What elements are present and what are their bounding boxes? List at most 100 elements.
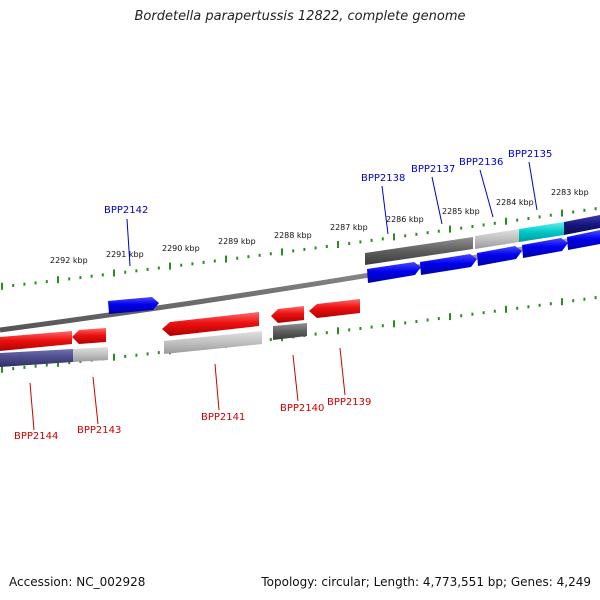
minor-tick: [381, 237, 384, 241]
minor-tick: [370, 325, 373, 329]
minor-tick: [325, 331, 328, 335]
gene-label-bpp2140[interactable]: BPP2140: [280, 403, 324, 414]
reverse-gene-arrow[interactable]: [162, 312, 259, 336]
minor-tick: [79, 276, 82, 280]
gene-label-bpp2142[interactable]: BPP2142: [104, 205, 148, 216]
minor-tick: [135, 269, 138, 273]
minor-tick: [45, 363, 48, 367]
minor-tick: [482, 311, 485, 315]
minor-tick: [236, 256, 239, 260]
minor-tick: [325, 245, 328, 248]
major-tick: [113, 269, 115, 277]
gene-feature[interactable]: [519, 222, 564, 242]
gene-label-bpp2137[interactable]: BPP2137: [411, 164, 455, 175]
minor-tick: [269, 252, 272, 256]
gene-label-bpp2136[interactable]: BPP2136: [459, 157, 503, 168]
forward-gene-arrow[interactable]: [477, 246, 522, 266]
gene-label-bpp2139[interactable]: BPP2139: [327, 397, 371, 408]
minor-tick: [493, 221, 496, 225]
forward-gene-arrow[interactable]: [567, 230, 600, 250]
minor-tick: [303, 247, 306, 251]
minor-tick: [527, 305, 530, 309]
reverse-gene-arrow[interactable]: [72, 328, 106, 344]
minor-tick: [146, 267, 149, 271]
minor-tick: [202, 260, 205, 264]
major-tick: [337, 327, 339, 335]
minor-tick: [180, 263, 183, 267]
minor-tick: [594, 207, 597, 211]
forward-gene-labels: BPP2142 BPP2138 BPP2137 BPP2136 BPP2135: [104, 149, 552, 216]
kbp-label: 2290 kbp: [162, 244, 200, 253]
reverse-gene-track: [0, 299, 360, 351]
kbp-label: 2289 kbp: [218, 237, 256, 246]
minor-tick: [583, 208, 586, 212]
minor-tick: [12, 367, 15, 371]
kbp-label: 2292 kbp: [50, 256, 88, 265]
gene-feature[interactable]: [564, 215, 600, 235]
major-tick: [561, 298, 563, 306]
reverse-gene-labels: BPP2144 BPP2143 BPP2141 BPP2140 BPP2139: [14, 397, 371, 442]
minor-tick: [583, 297, 586, 301]
forward-gene-arrow[interactable]: [367, 262, 421, 283]
minor-tick: [146, 352, 149, 356]
minor-tick: [247, 255, 250, 259]
minor-tick: [381, 324, 384, 328]
minor-tick: [213, 259, 216, 263]
minor-tick: [348, 242, 351, 245]
reverse-gene-arrow[interactable]: [0, 331, 72, 351]
minor-tick: [493, 309, 496, 313]
minor-tick: [45, 280, 48, 284]
gene-label-bpp2135[interactable]: BPP2135: [508, 149, 552, 160]
major-tick: [449, 225, 451, 233]
kbp-scale-labels: 2292 kbp 2291 kbp 2290 kbp 2289 kbp 2288…: [50, 188, 589, 265]
major-tick: [1, 365, 3, 373]
minor-tick: [34, 281, 37, 285]
minor-tick: [415, 232, 418, 236]
forward-gene-arrow[interactable]: [522, 238, 568, 258]
gene-label-bpp2141[interactable]: BPP2141: [201, 412, 245, 423]
minor-tick: [124, 354, 127, 358]
minor-tick: [269, 338, 272, 341]
major-tick: [505, 217, 507, 225]
gene-feature[interactable]: [273, 323, 307, 340]
forward-gene-arrow[interactable]: [420, 254, 477, 275]
minor-tick: [359, 240, 362, 244]
gene-label-bpp2143[interactable]: BPP2143: [77, 425, 121, 436]
minor-tick: [538, 215, 541, 219]
gene-label-bpp2144[interactable]: BPP2144: [14, 431, 58, 442]
kbp-label: 2283 kbp: [551, 188, 589, 197]
reverse-gene-arrow[interactable]: [271, 306, 304, 323]
gene-feature[interactable]: [475, 229, 519, 249]
minor-tick: [404, 321, 407, 325]
minor-tick: [23, 282, 26, 286]
minor-tick: [157, 351, 160, 355]
minor-tick: [437, 229, 440, 233]
minor-tick: [370, 238, 373, 242]
kbp-label: 2285 kbp: [442, 207, 480, 216]
minor-tick: [124, 270, 127, 274]
gene-label-bpp2138[interactable]: BPP2138: [361, 173, 405, 184]
forward-gene-arrow[interactable]: [108, 297, 159, 314]
minor-tick: [12, 284, 15, 287]
minor-tick: [594, 296, 597, 300]
outer-tick-ring: [1, 207, 597, 290]
gene-feature[interactable]: [73, 347, 108, 362]
major-tick: [57, 359, 59, 367]
gene-feature[interactable]: [164, 331, 262, 354]
minor-tick: [90, 274, 93, 278]
gene-feature[interactable]: [365, 237, 473, 265]
gene-feature[interactable]: [0, 349, 73, 367]
minor-tick: [359, 327, 362, 330]
major-tick: [449, 313, 451, 321]
minor-tick: [471, 225, 474, 228]
topology-label: Topology: circular; Length: 4,773,551 bp…: [261, 575, 591, 589]
major-tick: [1, 282, 3, 290]
minor-tick: [23, 365, 26, 369]
reverse-gene-arrow[interactable]: [309, 299, 360, 318]
minor-tick: [527, 217, 530, 220]
major-tick: [113, 353, 115, 361]
major-tick: [225, 255, 227, 263]
kbp-label: 2286 kbp: [386, 215, 424, 224]
kbp-label: 2291 kbp: [106, 250, 144, 259]
